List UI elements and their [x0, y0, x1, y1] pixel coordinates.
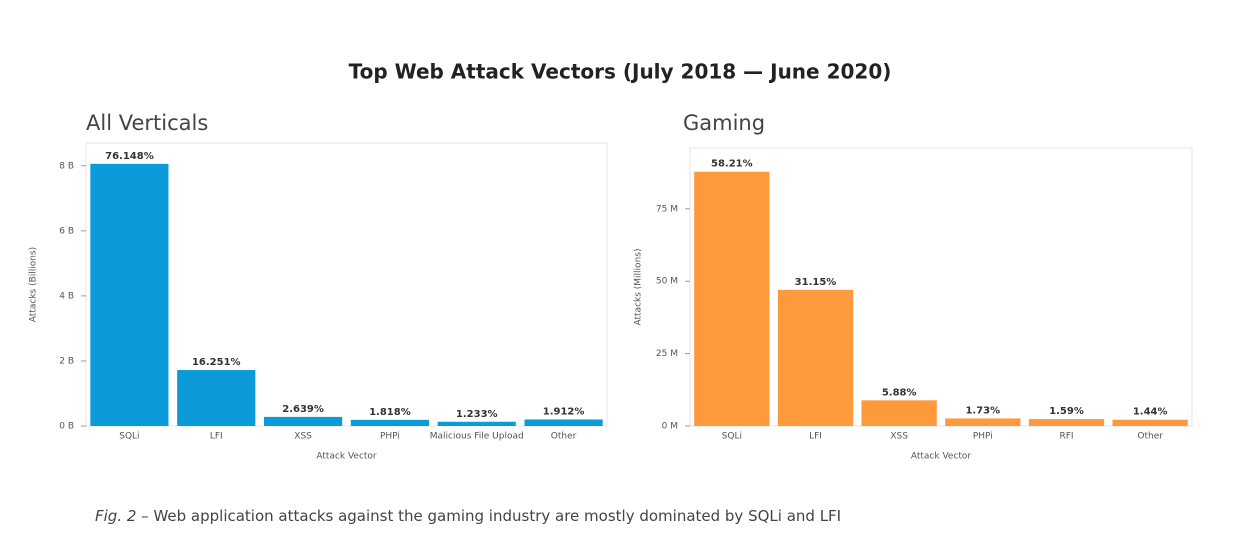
bar [694, 171, 770, 426]
x-tick-label: PHPi [380, 432, 400, 442]
bar [1112, 419, 1188, 426]
data-label: 58.21% [711, 159, 753, 170]
x-tick-label: LFI [809, 432, 822, 442]
y-axis-label: Attacks (Millions) [634, 249, 644, 326]
x-tick-label: RFI [1059, 432, 1073, 442]
y-tick-label: 4 B [59, 291, 74, 301]
x-tick-label: LFI [210, 432, 223, 442]
y-tick-label: 0 B [59, 422, 74, 432]
bar [177, 370, 256, 426]
bar [945, 418, 1021, 426]
x-axis-label: Attack Vector [316, 452, 377, 462]
caption-text: – Web application attacks against the ga… [136, 507, 841, 525]
caption: Fig. 2 – Web application attacks against… [95, 507, 841, 525]
y-tick-label: 2 B [59, 356, 74, 366]
x-tick-label: SQLi [119, 432, 139, 442]
data-label: 1.44% [1133, 407, 1168, 418]
x-tick-label: Malicious File Upload [430, 432, 524, 442]
y-tick-label: 50 M [656, 277, 678, 287]
x-tick-label: Other [551, 432, 577, 442]
bar [437, 421, 516, 426]
y-tick-label: 8 B [59, 161, 74, 171]
data-label: 1.233% [456, 409, 498, 420]
data-label: 1.818% [369, 407, 411, 418]
caption-prefix: Fig. 2 [95, 507, 136, 525]
bar [524, 419, 603, 426]
bar [350, 419, 429, 426]
subplot-title: All Verticals [86, 111, 208, 135]
plot-area [689, 147, 1193, 427]
chart-title: Top Web Attack Vectors (July 2018 — June… [349, 60, 892, 84]
subplot-title: Gaming [683, 111, 765, 135]
bar [90, 163, 169, 426]
y-tick-label: 6 B [59, 226, 74, 236]
x-tick-label: Other [1137, 432, 1163, 442]
data-label: 2.639% [282, 404, 324, 415]
data-label: 5.88% [882, 387, 917, 398]
y-tick-label: 0 M [662, 422, 678, 432]
x-tick-label: SQLi [722, 432, 742, 442]
bar [777, 289, 854, 426]
data-label: 16.251% [192, 357, 241, 368]
x-tick-label: PHPi [973, 432, 993, 442]
data-label: 1.912% [543, 406, 585, 417]
data-label: 1.59% [1049, 406, 1084, 417]
y-axis-label: Attacks (Billions) [29, 247, 39, 322]
x-tick-label: XSS [294, 432, 312, 442]
y-tick-label: 75 M [656, 204, 678, 214]
y-tick-label: 25 M [656, 349, 678, 359]
data-label: 76.148% [105, 151, 154, 162]
bar [861, 400, 937, 426]
data-label: 1.73% [965, 405, 1000, 416]
bar [1028, 419, 1105, 426]
data-label: 31.15% [795, 277, 837, 288]
x-tick-label: XSS [890, 432, 908, 442]
plot-area [85, 142, 608, 427]
bar [264, 416, 343, 426]
x-axis-label: Attack Vector [911, 452, 972, 462]
